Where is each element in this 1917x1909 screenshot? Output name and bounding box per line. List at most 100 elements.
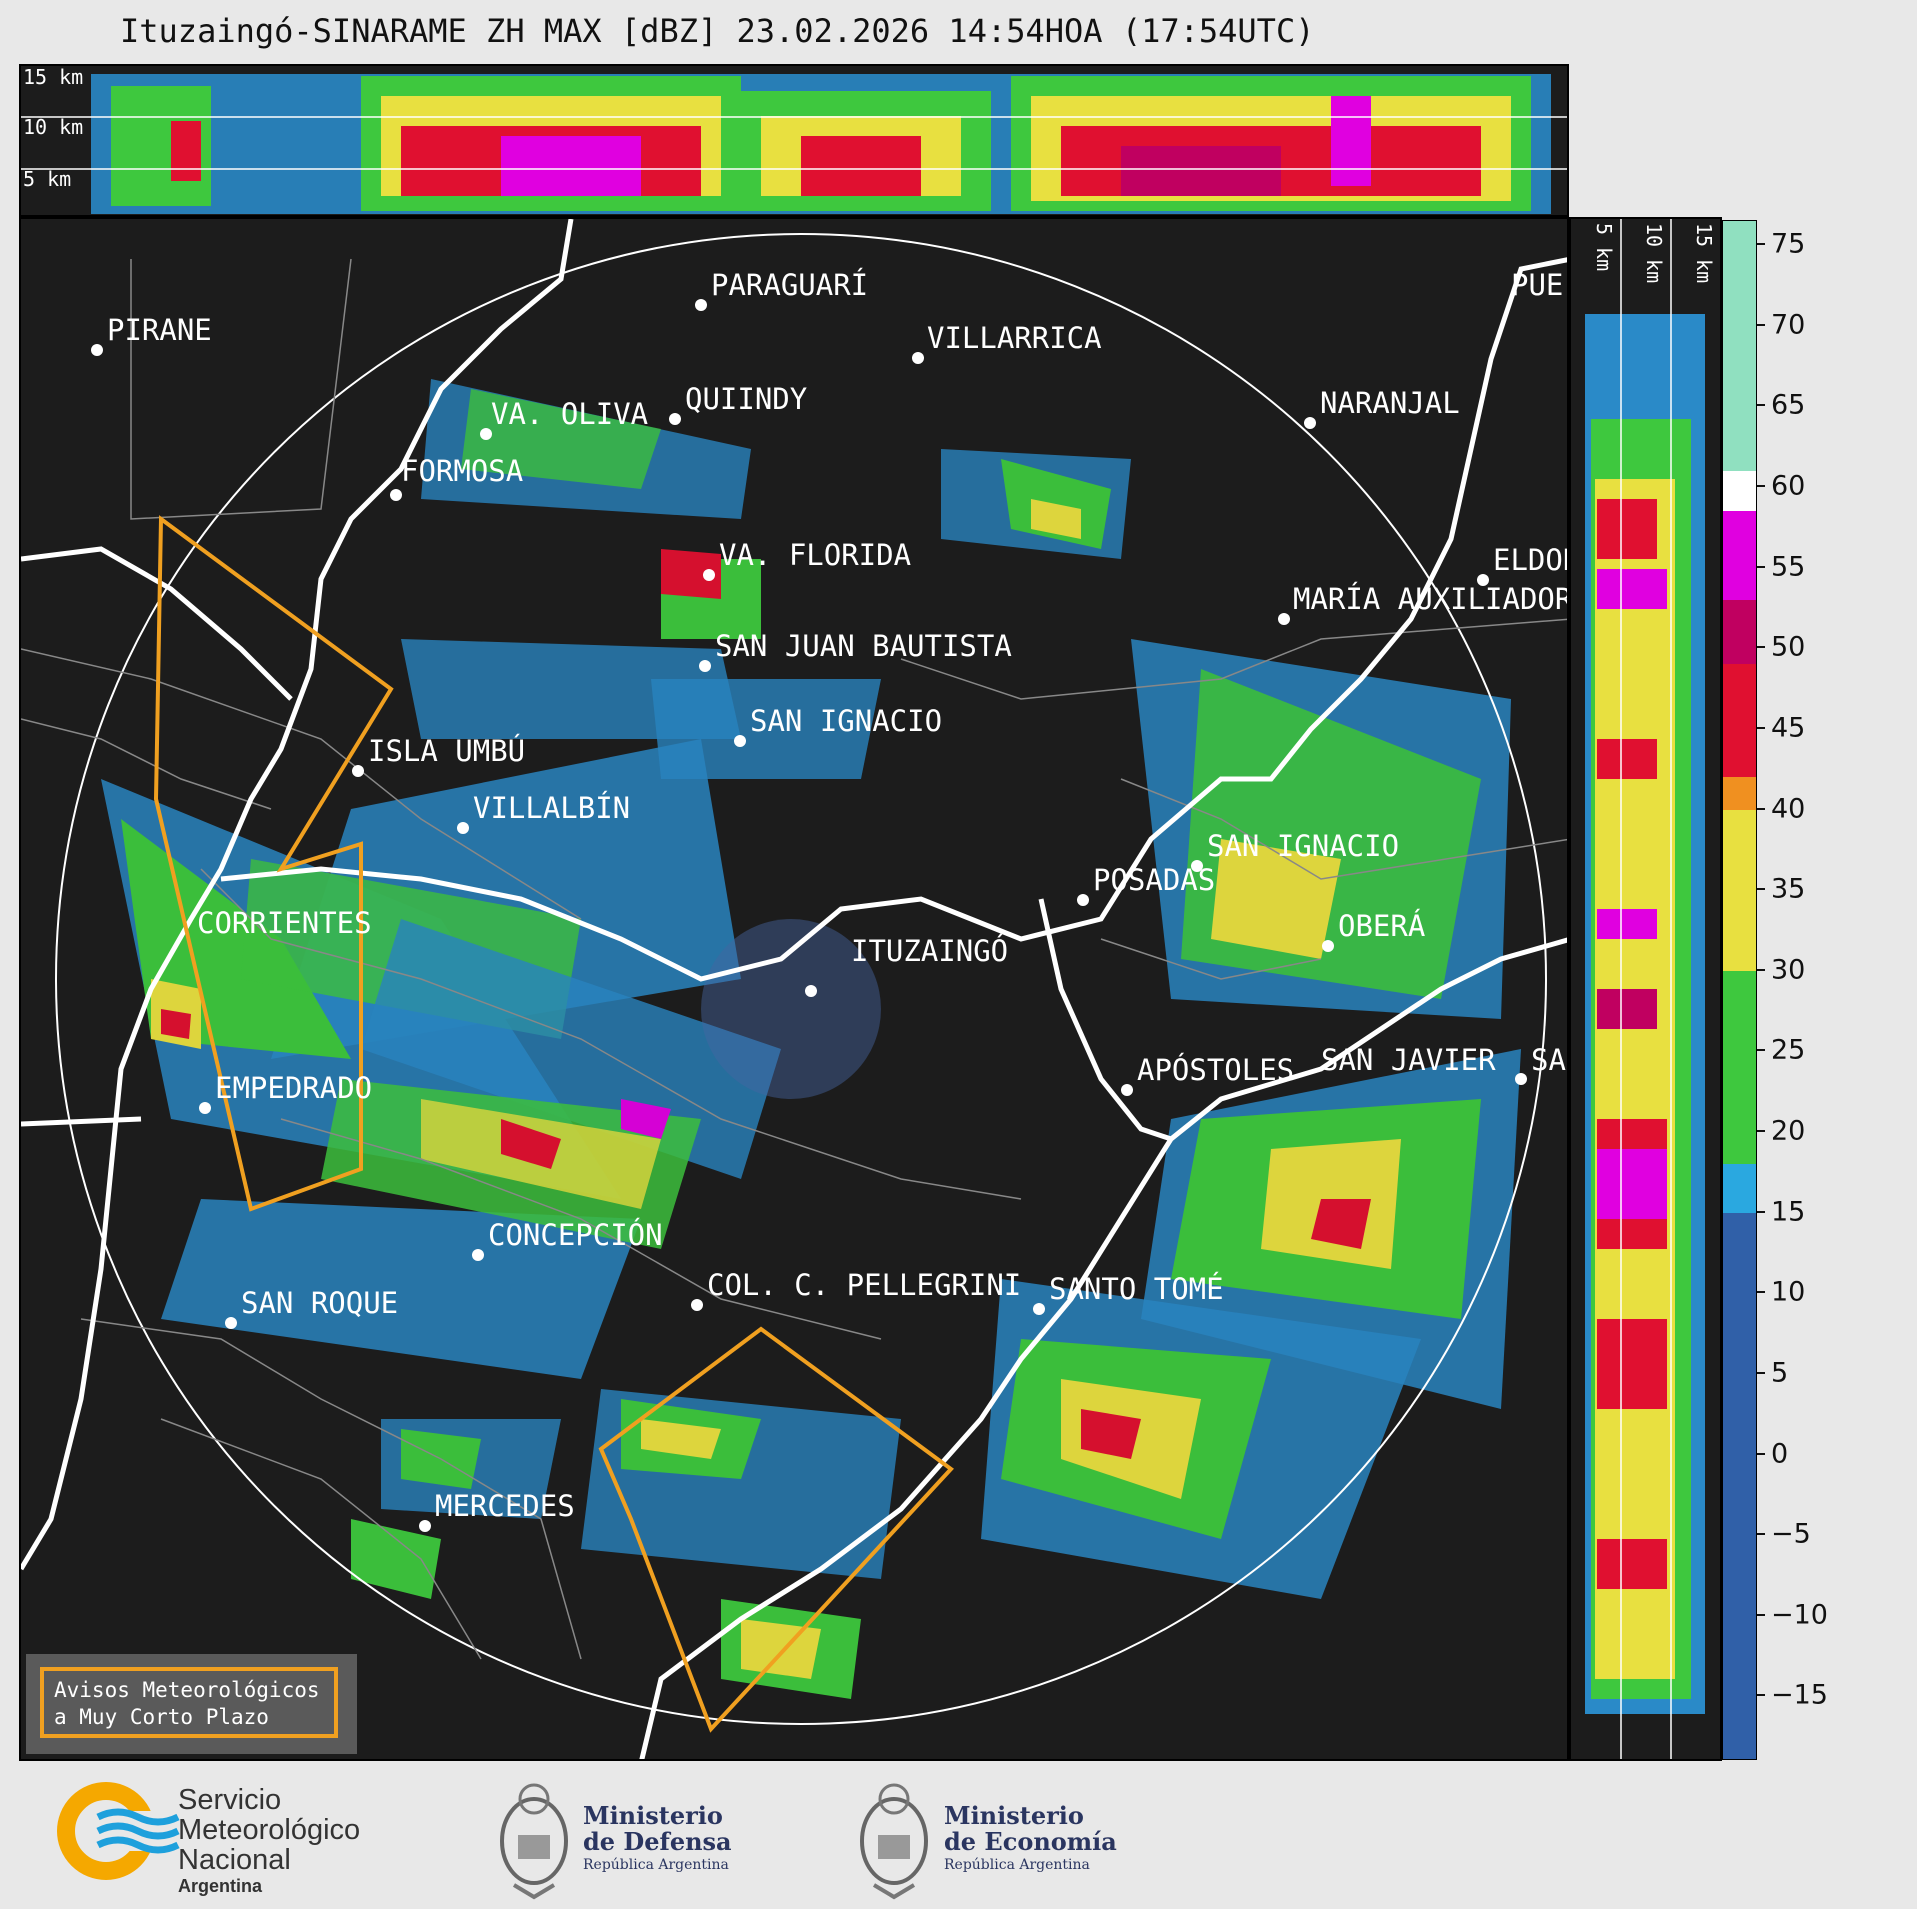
colorbar-band [1723,221,1756,471]
colorbar-band [1723,511,1756,600]
city-label-posadas: POSADAS [1093,863,1215,897]
colorbar-tick-mark [1757,1130,1765,1133]
city-label-paraguari: PARAGUARÍ [711,268,868,302]
colorbar-tick-mark [1757,1049,1765,1052]
top-height-label-15: 15 km [23,66,83,89]
city-label-villarrica: VILLARRICA [927,321,1102,355]
city-label-ituzaingo: ITUZAINGÓ [851,934,1008,968]
colorbar-tick-label: 20 [1771,1115,1806,1147]
precipitation-echoes [101,379,1521,1699]
city-label-concepcion: CONCEPCIÓN [488,1218,663,1252]
warning-legend-frame: Avisos Meteorológicos a Muy Corto Plazo [40,1667,338,1738]
colorbar-tick-mark [1757,888,1765,891]
city-markers [91,299,1527,1532]
side-cross-section-panel: 5 km 10 km 15 km [1569,217,1722,1761]
colorbar-tick-mark [1757,646,1765,649]
city-label-formosa: FORMOSA [401,454,523,488]
map-title: Ituzaingó-SINARAME ZH MAX [dBZ] 23.02.20… [120,12,1315,50]
range-ring [55,233,1547,1725]
colorbar-tick-label: 55 [1771,551,1806,583]
city-label-villalbin: VILLALBÍN [473,791,630,825]
side-height-label-5: 5 km [1592,223,1616,271]
top-height-label-5: 5 km [23,167,71,191]
colorbar-band [1723,664,1756,778]
warning-polygon-west [153,515,394,1212]
city-label-mercedes: MERCEDES [435,1489,575,1523]
radar-map: PIRANE PARAGUARÍ VILLARRICA PUE QUIINDY … [21,219,1569,1759]
side-height-label-15: 15 km [1692,223,1716,283]
colorbar-tick-label: 60 [1771,470,1806,502]
colorbar-tick-label: 0 [1771,1438,1789,1470]
city-label-sa: SA [1531,1043,1566,1077]
city-label-san-ignacio-py: SAN IGNACIO [750,704,942,738]
admin-boundaries [21,258,1567,1660]
top-cross-section-panel: 15 km 10 km 5 km [19,64,1569,217]
city-label-va-florida: VA. FLORIDA [719,538,911,572]
colorbar-tick-mark [1757,1694,1765,1697]
city-label-san-roque: SAN ROQUE [241,1286,398,1320]
warning-legend-line1: Avisos Meteorológicos [54,1678,320,1702]
side-height-label-10: 10 km [1642,223,1666,283]
colorbar-tick-mark [1757,1210,1765,1213]
warning-legend: Avisos Meteorológicos a Muy Corto Plazo [26,1654,357,1754]
colorbar-tick-mark [1757,485,1765,488]
city-label-col-c-pellegrini: COL. C. PELLEGRINI [707,1268,1021,1302]
colorbar-tick-mark [1757,1371,1765,1374]
defensa-seal-icon [500,1783,568,1900]
colorbar-tick-label: 25 [1771,1034,1806,1066]
warning-legend-line2: a Muy Corto Plazo [54,1705,269,1729]
city-label-isla-umbu: ISLA UMBÚ [368,734,525,768]
colorbar-tick-label: 5 [1771,1357,1789,1389]
city-label-obera: OBERÁ [1338,909,1425,943]
colorbar-tick-label: 10 [1771,1276,1806,1308]
colorbar-tick-mark [1757,243,1765,246]
city-label-santo-tome: SANTO TOMÉ [1049,1272,1224,1306]
top-height-label-10: 10 km [23,115,83,139]
colorbar-tick-label: 50 [1771,631,1806,663]
economia-logo-text: Ministerio de Economía República Argenti… [944,1801,1117,1874]
colorbar-tick-label: 15 [1771,1196,1806,1228]
city-label-maria-auxiliador: MARÍA AUXILIADOR [1293,582,1569,616]
warning-polygons [153,515,954,1733]
city-label-san-ignacio-ar: SAN IGNACIO [1207,829,1399,863]
city-label-pirane: PIRANE [107,313,212,347]
city-label-apostoles: APÓSTOLES [1137,1053,1294,1087]
colorbar-tick-mark [1757,404,1765,407]
city-label-eldor: ELDOR [1493,543,1569,577]
colorbar-tick-mark [1757,807,1765,810]
colorbar-tick-label: −15 [1771,1679,1828,1711]
colorbar-tick-mark [1757,968,1765,971]
top-cross-section-plot: 15 km 10 km 5 km [21,66,1567,214]
colorbar-tick-mark [1757,565,1765,568]
colorbar-tick-mark [1757,726,1765,729]
reflectivity-colorbar [1722,220,1757,1760]
colorbar-band [1723,777,1756,810]
colorbar-ticks: 75 70 65 60 55 50 45 40 35 30 25 20 15 10 5 0 −5 −10 −15 [1757,217,1857,1761]
colorbar-tick-mark [1757,1291,1765,1294]
city-label-san-juan-bautista: SAN JUAN BAUTISTA [715,629,1012,663]
colorbar-tick-mark [1757,323,1765,326]
colorbar-tick-label: 35 [1771,873,1806,905]
smn-logo-icon [57,1782,181,1880]
city-label-pue: PUE [1511,268,1563,302]
river-borders [21,219,1567,1759]
footer-logos: Servicio Meteorológico Nacional Argentin… [0,1763,1917,1909]
colorbar-tick-label: −5 [1771,1518,1811,1550]
colorbar-tick-mark [1757,1533,1765,1536]
colorbar-band [1723,1212,1756,1759]
colorbar-tick-mark [1757,1452,1765,1455]
colorbar-band [1723,1164,1756,1213]
colorbar-tick-label: 70 [1771,309,1806,341]
colorbar-tick-mark [1757,1613,1765,1616]
radar-map-panel: PIRANE PARAGUARÍ VILLARRICA PUE QUIINDY … [19,217,1569,1761]
city-label-va-oliva: VA. OLIVA [491,397,648,431]
colorbar-band [1723,970,1756,1165]
colorbar-band [1723,470,1756,512]
colorbar-tick-label: 45 [1771,712,1806,744]
city-label-san-javier: SAN JAVIER [1321,1043,1496,1077]
warning-polygon-south [598,1326,954,1733]
colorbar-band [1723,809,1756,971]
economia-seal-icon [860,1783,928,1900]
side-cross-section-plot: 5 km 10 km 15 km [1585,219,1716,1759]
colorbar-tick-label: 75 [1771,228,1806,260]
